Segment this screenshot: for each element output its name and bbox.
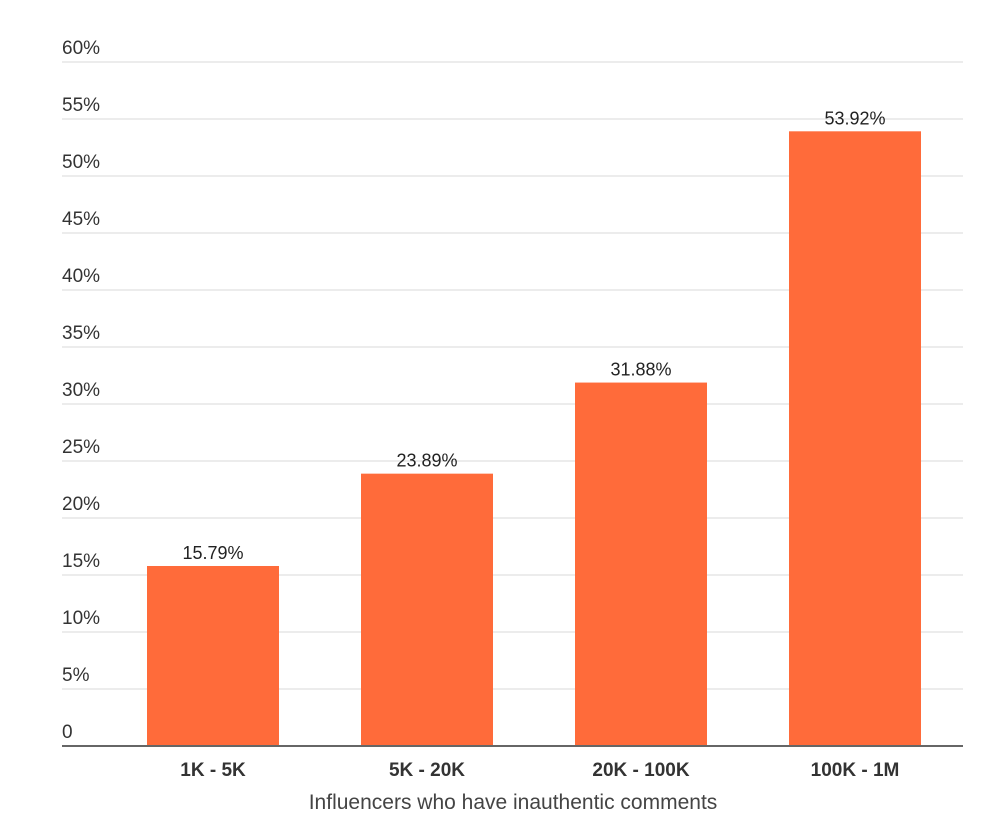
bars bbox=[147, 131, 921, 746]
x-category-label: 100K - 1M bbox=[811, 760, 900, 781]
x-axis-category-labels: 1K - 5K 5K - 20K 20K - 100K 100K - 1M bbox=[180, 760, 899, 781]
y-tick-label: 50% bbox=[62, 152, 100, 173]
bar-value-label: 31.88% bbox=[610, 360, 671, 380]
x-category-label: 20K - 100K bbox=[592, 760, 689, 781]
y-tick-label: 5% bbox=[62, 665, 90, 686]
y-tick-label: 25% bbox=[62, 437, 100, 458]
bar bbox=[789, 131, 921, 746]
y-axis-tick-labels: 0 5% 10% 15% 20% 25% 30% 35% 40% 45% 50% 55% 60% bbox=[62, 38, 100, 743]
bar-value-label: 15.79% bbox=[182, 543, 243, 563]
x-category-label: 5K - 20K bbox=[389, 760, 465, 781]
y-tick-label: 20% bbox=[62, 494, 100, 515]
x-category-label: 1K - 5K bbox=[180, 760, 246, 781]
y-tick-label: 45% bbox=[62, 209, 100, 230]
y-tick-label: 30% bbox=[62, 380, 100, 401]
bar-value-label: 53.92% bbox=[824, 108, 885, 128]
x-axis-title: Influencers who have inauthentic comment… bbox=[309, 791, 718, 814]
y-tick-label: 15% bbox=[62, 551, 100, 572]
y-tick-label: 10% bbox=[62, 608, 100, 629]
bar bbox=[361, 473, 493, 746]
bar bbox=[147, 565, 279, 746]
y-tick-label: 40% bbox=[62, 266, 100, 287]
data-labels: 15.79% 23.89% 31.88% 53.92% bbox=[182, 108, 885, 563]
y-tick-label: 0 bbox=[62, 722, 73, 743]
y-tick-label: 55% bbox=[62, 95, 100, 116]
bar bbox=[575, 382, 707, 746]
y-tick-label: 60% bbox=[62, 38, 100, 59]
bar-value-label: 23.89% bbox=[396, 451, 457, 471]
y-tick-label: 35% bbox=[62, 323, 100, 344]
